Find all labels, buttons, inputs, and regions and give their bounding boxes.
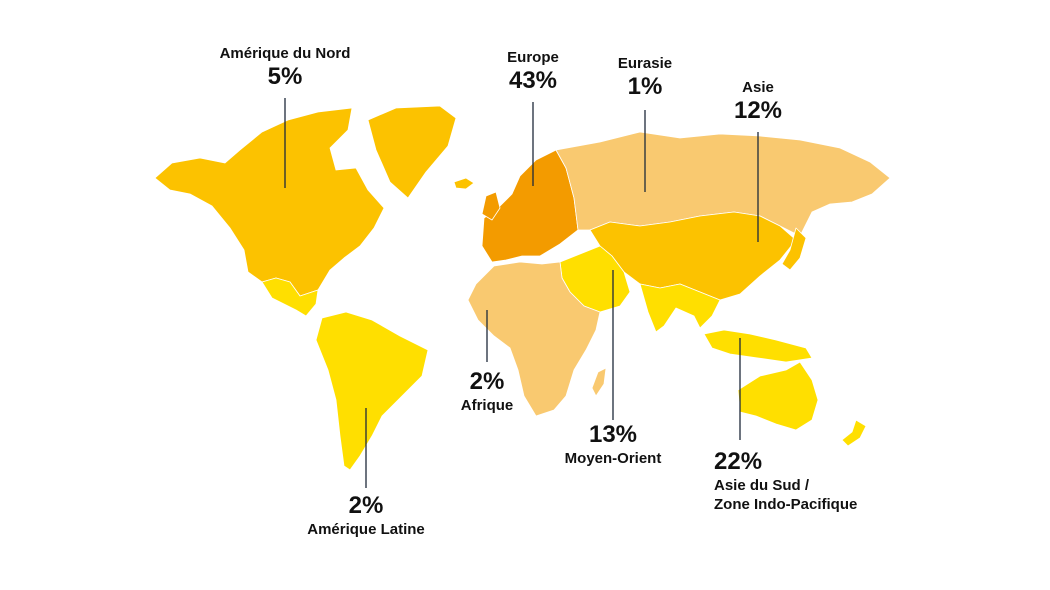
iceland-shape — [453, 177, 475, 190]
label-africa: 2% Afrique — [437, 368, 537, 415]
region-share: 22% — [714, 448, 763, 475]
region-name: Moyen-Orient — [564, 450, 662, 467]
label-middle-east: 13% Moyen-Orient — [543, 421, 683, 468]
label-latin-america: 2% Amérique Latine — [286, 492, 446, 539]
central-america-shape — [261, 277, 319, 317]
label-north-america: Amérique du Nord 5% — [195, 44, 375, 91]
region-name: Amérique du Nord — [219, 45, 351, 62]
region-share: 5% — [267, 63, 303, 90]
region-share: 2% — [348, 492, 384, 519]
indonesia-shape — [703, 329, 813, 363]
label-eurasia: Eurasie 1% — [595, 54, 695, 101]
region-share: 43% — [508, 67, 558, 94]
region-name-line2: Zone Indo-Pacifique — [714, 496, 858, 513]
uk-shape — [481, 191, 501, 221]
new-zealand-shape — [841, 419, 867, 447]
australia-shape — [737, 361, 819, 431]
north-america-shape — [154, 107, 385, 297]
region-name-line1: Asie du Sud / — [714, 477, 810, 494]
region-name: Asie — [742, 79, 774, 96]
region-name: Afrique — [460, 397, 514, 414]
japan-shape — [781, 227, 807, 271]
region-name: Eurasie — [617, 55, 673, 72]
latin-america-shape — [315, 311, 429, 471]
africa-shape — [467, 261, 601, 417]
asia-shape — [589, 211, 797, 301]
south-asia-shape — [639, 283, 721, 333]
label-asia: Asie 12% — [708, 78, 808, 125]
label-europe: Europe 43% — [483, 48, 583, 95]
region-share: 12% — [733, 97, 783, 124]
region-name: Europe — [507, 49, 559, 66]
region-share: 13% — [588, 421, 638, 448]
region-share: 1% — [627, 73, 663, 100]
region-name: Amérique Latine — [307, 521, 425, 538]
greenland-shape — [367, 105, 457, 199]
region-share: 2% — [469, 368, 505, 395]
madagascar-shape — [591, 367, 607, 397]
label-south-asia: 22% Asie du Sud / Zone Indo-Pacifique — [714, 448, 857, 514]
